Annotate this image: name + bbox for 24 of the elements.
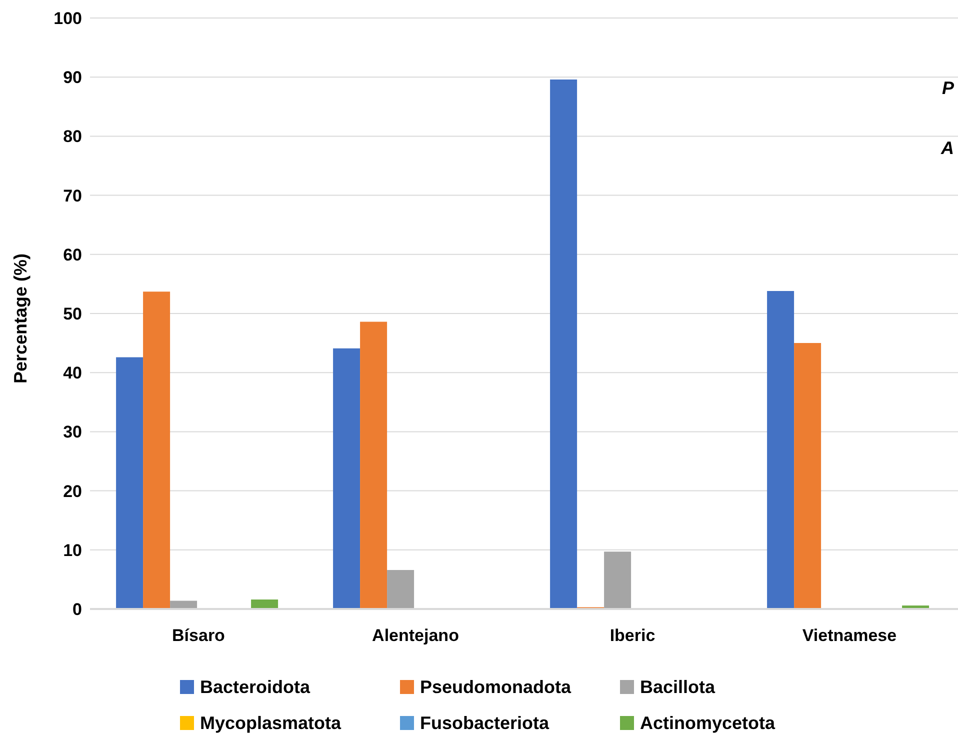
- annotation: A: [941, 138, 954, 159]
- legend-label: Bacteroidota: [199, 676, 312, 699]
- y-tick-label: 80: [63, 127, 82, 146]
- y-tick-label: 90: [63, 68, 82, 88]
- legend-label: Pseudomonadota: [419, 676, 572, 699]
- x-tick-label: Alentejano: [372, 626, 459, 646]
- legend-label: Mycoplasmatota: [199, 712, 342, 735]
- annotation: P: [942, 78, 954, 99]
- legend-label: Bacillota: [639, 676, 716, 699]
- y-tick-label: 0: [72, 600, 82, 620]
- legend-label: Actinomycetota: [639, 712, 776, 735]
- y-tick-label: 70: [63, 186, 82, 206]
- x-tick-label: Iberic: [610, 626, 656, 646]
- y-tick-label: 60: [63, 245, 82, 264]
- y-tick-label: 10: [63, 540, 82, 560]
- y-tick-label: 20: [63, 482, 82, 501]
- y-tick-label: 30: [63, 422, 82, 442]
- legend-label: Fusobacteriota: [419, 712, 550, 735]
- y-tick-label: 40: [63, 364, 82, 383]
- y-axis-title: Percentage (%): [10, 253, 30, 384]
- x-tick-label: Vietnamese: [802, 626, 897, 646]
- y-tick-label: 50: [63, 304, 82, 324]
- x-tick-label: Bísaro: [172, 626, 225, 646]
- y-tick-label: 100: [54, 9, 82, 28]
